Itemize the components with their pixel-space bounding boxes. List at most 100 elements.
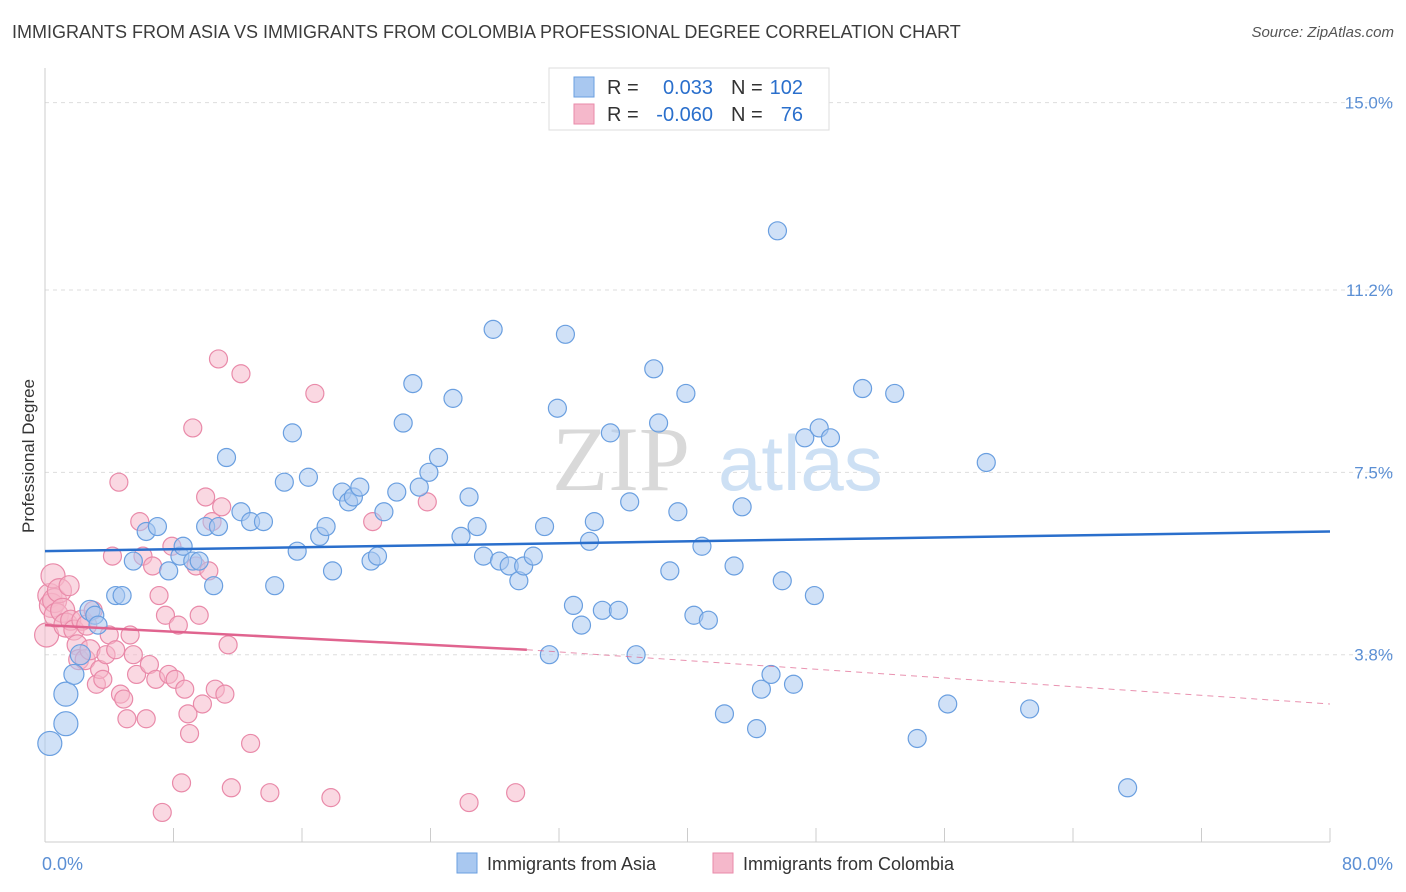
axes	[44, 68, 1331, 843]
asia-point	[732, 497, 752, 517]
colombia-point	[136, 709, 156, 729]
y-tick-label: 15.0%	[1345, 94, 1393, 113]
colombia-point	[241, 733, 261, 754]
asia-point	[189, 551, 209, 571]
colombia-point	[178, 704, 198, 724]
legend-r-label-colombia: R =	[607, 104, 639, 126]
asia-point	[660, 561, 680, 581]
legend-swatch-asia	[573, 76, 595, 98]
asia-point	[367, 546, 388, 566]
trend-lines	[44, 530, 1331, 705]
colombia-point	[155, 605, 176, 625]
asia-point	[451, 526, 471, 547]
asia-point	[698, 610, 718, 630]
colombia-point	[231, 364, 251, 384]
correlation-legend: R = 0.033 N = 102 R = -0.060 N = 76	[548, 67, 830, 131]
colombia-point	[152, 802, 172, 823]
asia-point	[620, 492, 640, 512]
asia-point	[53, 711, 79, 737]
colombia-point	[106, 640, 126, 660]
x-tick-label-end: 80.0%	[1342, 854, 1393, 874]
asia-point	[751, 679, 771, 699]
asia-point	[772, 571, 792, 591]
legend-n-label-asia: N =	[731, 77, 763, 99]
y-tick-label: 11.2%	[1346, 281, 1393, 300]
asia-point	[938, 694, 958, 714]
colombia-point	[183, 418, 203, 438]
series-asia-points	[37, 221, 1138, 798]
asia-point	[393, 413, 413, 433]
legend-label-colombia: Immigrants from Colombia	[743, 854, 955, 874]
asia-point	[298, 467, 319, 487]
asia-point	[350, 477, 370, 497]
legend-n-value-asia: 102	[770, 77, 803, 99]
colombia-point	[123, 645, 143, 665]
asia-point	[563, 595, 584, 616]
asia-point	[539, 645, 559, 665]
watermark-zip: ZIP	[552, 408, 690, 510]
asia-point	[648, 413, 669, 433]
colombia-point	[192, 694, 213, 714]
asia-point	[112, 585, 132, 606]
legend-swatch-colombia-bottom	[712, 852, 734, 874]
asia-point	[322, 561, 343, 581]
asia-point	[555, 324, 576, 344]
asia-point	[885, 383, 905, 404]
trend-line-asia	[44, 530, 1331, 553]
asia-point	[584, 512, 604, 532]
asia-point	[592, 600, 612, 620]
asia-point	[907, 728, 927, 749]
asia-point	[459, 487, 479, 507]
colombia-point	[117, 709, 137, 729]
colombia-point	[175, 679, 195, 699]
colombia-point	[196, 487, 216, 507]
asia-point	[523, 546, 543, 566]
legend-swatch-asia-bottom	[456, 852, 478, 874]
asia-point	[147, 516, 168, 537]
asia-point	[216, 447, 237, 468]
asia-point	[53, 681, 79, 707]
asia-point	[374, 502, 394, 522]
asia-point	[644, 359, 664, 379]
asia-point	[419, 462, 439, 482]
series-colombia-points	[34, 349, 526, 823]
asia-point	[579, 531, 600, 551]
colombia-point	[417, 492, 437, 512]
asia-point	[1020, 699, 1040, 719]
legend-label-asia: Immigrants from Asia	[487, 854, 657, 874]
asia-point	[88, 615, 108, 635]
asia-point	[253, 512, 274, 532]
asia-point	[761, 664, 781, 685]
colombia-point	[109, 472, 129, 492]
legend-n-value-colombia: 76	[781, 104, 803, 126]
legend-r-value-colombia: -0.060	[656, 104, 713, 126]
colombia-point	[215, 684, 235, 704]
legend-r-label-asia: R =	[607, 77, 639, 99]
x-tick-label-start: 0.0%	[42, 854, 83, 874]
trend-line-colombia	[44, 623, 527, 652]
colombia-point	[93, 669, 113, 689]
source-credit: Source: ZipAtlas.com	[1251, 24, 1394, 41]
asia-point	[473, 546, 494, 566]
asia-point	[608, 600, 629, 620]
asia-point	[69, 644, 91, 666]
colombia-point	[208, 349, 229, 369]
colombia-point	[58, 575, 80, 597]
colombia-point	[218, 635, 238, 655]
asia-point	[428, 447, 449, 468]
asia-point	[1118, 778, 1138, 798]
watermark: ZIP atlas	[552, 408, 883, 510]
asia-point	[443, 388, 463, 408]
asia-point	[123, 551, 143, 571]
colombia-point	[260, 783, 280, 803]
colombia-point	[171, 773, 192, 793]
colombia-point	[212, 497, 232, 517]
asia-point	[600, 423, 621, 443]
asia-point	[316, 516, 336, 537]
y-tick-label: 7.5%	[1354, 463, 1393, 482]
asia-point	[63, 663, 85, 686]
chart-title: IMMIGRANTS FROM ASIA VS IMMIGRANTS FROM …	[12, 22, 961, 42]
asia-point	[820, 428, 841, 448]
asia-point	[208, 516, 229, 537]
asia-point	[676, 383, 696, 404]
